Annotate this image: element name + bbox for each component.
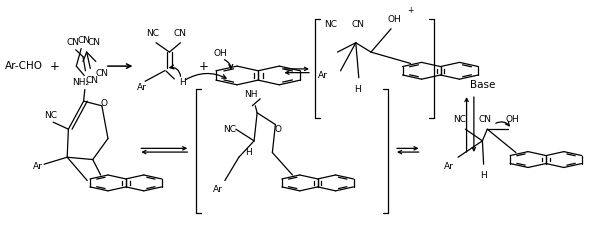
Text: NC: NC [146, 29, 159, 38]
Text: OH: OH [506, 115, 519, 124]
Text: H: H [244, 148, 251, 157]
Text: NH: NH [244, 90, 258, 99]
Text: CN: CN [66, 38, 79, 47]
Text: H: H [354, 85, 361, 94]
Text: Ar: Ar [137, 83, 147, 92]
Text: O: O [275, 125, 282, 134]
Text: CN: CN [95, 69, 109, 78]
Text: Ar-CHO: Ar-CHO [5, 61, 43, 71]
Text: NC: NC [324, 20, 336, 29]
Text: CN: CN [351, 20, 364, 29]
Text: CN: CN [85, 76, 98, 85]
Text: +: + [199, 60, 209, 73]
Text: CN: CN [77, 36, 90, 45]
Text: NC: NC [453, 115, 466, 124]
Text: CN: CN [479, 115, 492, 124]
Text: NH₂: NH₂ [72, 78, 89, 87]
Text: Base: Base [470, 80, 495, 90]
Text: NC: NC [223, 125, 236, 134]
Text: Ar: Ar [33, 162, 43, 171]
Text: Ar: Ar [444, 162, 454, 171]
Text: OH: OH [213, 49, 227, 59]
Text: CN: CN [173, 29, 186, 38]
Text: +: + [407, 6, 414, 15]
Text: OH: OH [387, 15, 401, 24]
Text: NC: NC [44, 111, 56, 120]
Text: +: + [50, 60, 60, 73]
Text: H: H [480, 171, 487, 180]
Text: CN: CN [87, 38, 101, 47]
Text: Ar: Ar [212, 185, 222, 194]
Text: O: O [100, 99, 107, 108]
Text: Ar: Ar [318, 71, 328, 80]
Text: H: H [179, 78, 186, 87]
